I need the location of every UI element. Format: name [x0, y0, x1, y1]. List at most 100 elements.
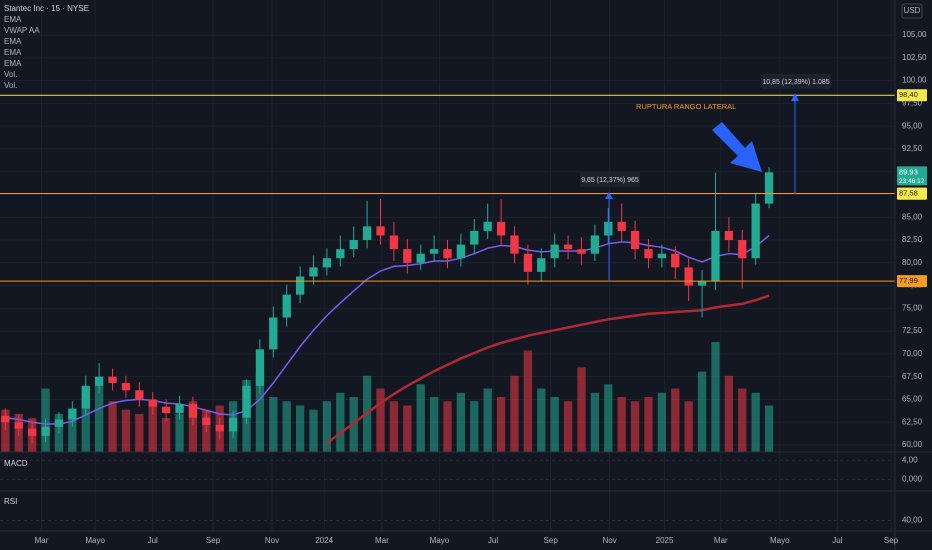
y-tick-label: 72,50	[902, 326, 923, 335]
indicator-label: EMA	[4, 48, 22, 57]
indicator-label: EMA	[4, 15, 22, 24]
candle-body	[738, 240, 747, 259]
candle-body	[550, 244, 559, 259]
x-tick-label: Mayo	[430, 536, 450, 545]
candle-body	[148, 399, 157, 407]
volume-bar	[121, 409, 131, 452]
volume-bar	[295, 405, 305, 452]
candle-body	[309, 267, 318, 277]
annotation-box	[580, 172, 640, 187]
indicator-label: EMA	[4, 37, 22, 46]
volume-bar	[389, 401, 399, 452]
volume-bar	[429, 397, 439, 452]
price-tag-label: 87,58	[899, 189, 918, 198]
volume-bar	[550, 397, 559, 452]
volume-bar	[470, 401, 479, 452]
volume-bar	[764, 405, 774, 452]
candle-body	[644, 249, 653, 259]
candle-body	[443, 249, 452, 259]
candle-body	[121, 383, 131, 391]
y-tick-label: 4,00	[902, 455, 918, 464]
y-tick-label: 95,00	[902, 121, 923, 130]
candle-body	[175, 403, 184, 414]
y-tick-label: 62,50	[902, 417, 923, 426]
candle-body	[202, 417, 211, 425]
y-tick-label: 80,00	[902, 258, 923, 267]
candle-body	[429, 249, 439, 254]
y-tick-label: 82,50	[902, 235, 923, 244]
price-tag	[897, 166, 927, 186]
volume-bar	[336, 392, 345, 452]
candle-body	[336, 249, 345, 259]
big-arrow	[712, 122, 762, 172]
indicator-label: Vol.	[4, 70, 17, 79]
volume-bar	[724, 375, 734, 452]
x-tick-label: Mayo	[770, 536, 790, 545]
x-tick-label: Nov	[265, 536, 279, 545]
volume-bar	[751, 392, 760, 452]
volume-bar	[456, 392, 466, 452]
y-tick-label: 85,00	[902, 212, 923, 221]
candle-body	[94, 376, 104, 386]
candle-body	[697, 281, 707, 286]
candle-body	[416, 253, 425, 263]
volume-bar	[282, 401, 291, 452]
pane-label: MACD	[4, 459, 28, 468]
candle-body	[349, 240, 358, 250]
x-tick-label: Mar	[35, 536, 49, 545]
volume-bar	[81, 397, 90, 452]
y-tick-label: 60,00	[902, 440, 923, 449]
y-tick-label: 40,00	[902, 516, 923, 525]
ema-line	[5, 234, 770, 425]
y-tick-label: 65,00	[902, 395, 923, 404]
volume-bar	[108, 401, 117, 452]
candle-body	[215, 424, 224, 432]
volume-bar	[483, 388, 492, 452]
candle-body	[483, 221, 492, 231]
volume-bar	[738, 388, 747, 452]
price-tag-label: 98,40	[899, 90, 918, 99]
candle-body	[751, 203, 760, 259]
candle-body	[135, 390, 144, 400]
volume-bar	[577, 367, 586, 452]
volume-bar	[255, 371, 265, 452]
candle-body	[255, 349, 265, 386]
candle-body	[456, 244, 466, 259]
volume-bar	[590, 392, 600, 452]
candle-body	[161, 406, 171, 414]
candle-body	[389, 235, 399, 250]
candle-body	[470, 230, 479, 245]
currency-box[interactable]	[901, 3, 923, 19]
candle-body	[81, 385, 90, 409]
x-tick-label: Sep	[884, 536, 899, 545]
candle-body	[510, 235, 519, 254]
candle-body	[577, 249, 586, 254]
candle-body	[269, 317, 278, 350]
x-tick-label: 2025	[656, 536, 674, 545]
annotation: 10,85 (12,39%) 1.085	[762, 79, 829, 86]
x-tick-label: Sep	[544, 536, 559, 545]
x-tick-label: Mar	[714, 536, 728, 545]
candle-body	[14, 422, 23, 429]
candle-body	[630, 230, 640, 250]
price-tag-label: 89,93	[899, 167, 918, 176]
volume-bar	[657, 392, 667, 452]
volume-bar	[322, 401, 332, 452]
candle-body	[590, 235, 600, 254]
x-tick-label: Mar	[375, 536, 389, 545]
candle-body	[68, 408, 77, 420]
volume-bar	[376, 388, 385, 452]
volume-bar	[604, 384, 613, 452]
volume-bar	[269, 397, 278, 452]
y-tick-label: 70,00	[902, 349, 923, 358]
y-tick-label: 105,00	[902, 30, 927, 39]
candle-body	[1, 415, 10, 423]
indicator-label: VWAP AA	[4, 26, 40, 35]
y-tick-label: 100,00	[902, 76, 927, 85]
candle-body	[496, 221, 506, 236]
candle-body	[188, 403, 198, 418]
candle-body	[523, 253, 533, 272]
volume-bar	[697, 371, 707, 452]
volume-bar	[510, 375, 519, 452]
